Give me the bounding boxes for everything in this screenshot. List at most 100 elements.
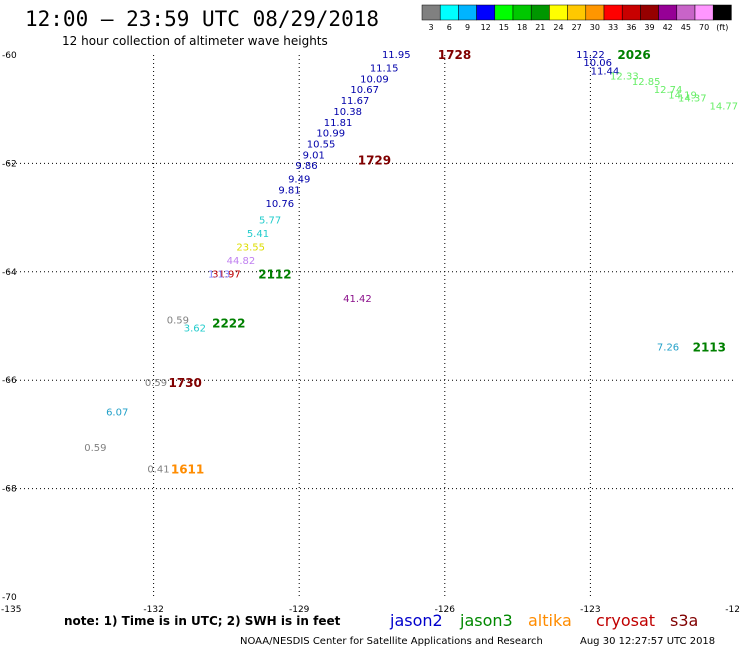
- legend-swatch: [694, 4, 714, 21]
- pass-time-label: 2222: [212, 316, 245, 330]
- legend-swatch: [439, 4, 459, 21]
- wave-height-label: 14.37: [678, 93, 707, 104]
- legend-swatch: [549, 4, 568, 21]
- pass-time-label: 1728: [438, 48, 471, 62]
- legend-swatch: [621, 4, 641, 21]
- legend-label: 27: [572, 23, 582, 32]
- wave-height-label: 10.38: [333, 107, 362, 118]
- legend-label: 15: [499, 23, 509, 32]
- legend-swatch: [712, 4, 732, 21]
- satellite-name: jason3: [459, 611, 513, 630]
- wave-height-label: 11.95: [382, 50, 411, 61]
- y-tick-label: -60: [2, 51, 17, 61]
- wave-height-label: 44.82: [227, 256, 256, 267]
- y-tick-label: -70: [2, 593, 17, 603]
- pass-time-label: 2112: [258, 268, 291, 282]
- x-tick-label: -126: [435, 605, 456, 615]
- wave-height-label: 5.77: [259, 215, 281, 226]
- wave-height-label: 12.85: [632, 77, 661, 88]
- pass-time-label: 1730: [168, 376, 201, 390]
- footer-credit: NOAA/NESDIS Center for Satellite Applica…: [240, 636, 543, 647]
- wave-height-label: 11.22: [576, 50, 605, 61]
- legend-label: 3: [429, 23, 434, 32]
- legend-label: (ft): [716, 23, 728, 32]
- legend-swatch: [658, 4, 678, 21]
- legend-swatch: [458, 4, 477, 21]
- y-tick-label: -66: [2, 376, 17, 386]
- legend-swatch: [567, 4, 587, 21]
- pass-time-label: 1729: [358, 154, 391, 168]
- wave-height-label: 0.59: [84, 443, 106, 454]
- legend-label: 39: [644, 23, 654, 32]
- wave-height-label: 9.01: [303, 150, 325, 161]
- wave-height-label: 0.41: [147, 465, 169, 476]
- footer-timestamp: Aug 30 12:27:57 UTC 2018: [580, 636, 715, 647]
- legend-swatch: [676, 4, 696, 21]
- satellite-name: cryosat: [596, 611, 655, 630]
- x-tick-label: -12: [725, 605, 740, 615]
- footer-note: note: 1) Time is in UTC; 2) SWH is in fe…: [64, 614, 341, 628]
- axes: -135 -132 -129 -126 -123 -12 -60 -62 -64 -66 -68 -7…: [1, 51, 740, 615]
- data-points: 11.95 11.1510.0910.6711.6710.3811.8110.99…: [84, 50, 739, 476]
- pass-time-label: 2026: [617, 48, 650, 62]
- legend-label: 30: [590, 23, 600, 32]
- legend-label: 33: [608, 23, 618, 32]
- wave-height-label: 12.33: [610, 72, 639, 83]
- y-tick-label: -62: [2, 159, 17, 169]
- satellite-name: jason2: [389, 611, 443, 630]
- wave-height-label: 11.81: [324, 118, 353, 129]
- wave-height-label: 10.55: [307, 139, 336, 150]
- satellite-name: altika: [528, 611, 572, 630]
- wave-height-label: 9.81: [278, 186, 300, 197]
- satellite-name: s3a: [670, 611, 698, 630]
- color-legend: 3 6 9 12 15 18 21 24 27 30 33 36 39 42 45 70 (ft): [421, 4, 732, 32]
- legend-label: 36: [626, 23, 636, 32]
- legend-label: 6: [447, 23, 452, 32]
- legend-swatch: [476, 4, 496, 21]
- legend-swatch: [512, 4, 532, 21]
- legend-swatch: [640, 4, 659, 21]
- wave-height-label: 41.42: [343, 294, 372, 305]
- wave-height-label: 10.67: [350, 85, 379, 96]
- legend-swatch: [530, 4, 550, 21]
- wave-height-label: 0.59: [145, 378, 167, 389]
- legend-swatch: [421, 4, 441, 21]
- x-tick-label: -129: [289, 605, 310, 615]
- wave-height-label: 14.77: [710, 101, 739, 112]
- wave-height-label: 11.67: [341, 96, 370, 107]
- satellite-legend: jason2 jason3 altika cryosat s3a: [389, 611, 698, 630]
- legend-label: 70: [699, 23, 709, 32]
- legend-label: 42: [663, 23, 673, 32]
- wave-height-label: 14.19: [668, 91, 697, 102]
- wave-height-label: 9.86: [295, 161, 317, 172]
- wave-height-label: 1.13: [208, 270, 230, 281]
- wave-height-label: 7.26: [657, 343, 679, 354]
- legend-label: 12: [481, 23, 491, 32]
- wave-height-label: 11.15: [370, 64, 399, 75]
- wave-height-label: 6.07: [106, 408, 128, 419]
- wave-height-label: 10.76: [265, 199, 294, 210]
- y-tick-label: -64: [2, 268, 17, 278]
- wave-height-label: 5.41: [247, 229, 269, 240]
- wave-height-label: 11.44: [591, 66, 620, 77]
- legend-label: 9: [465, 23, 470, 32]
- x-tick-label: -132: [143, 605, 163, 615]
- wave-height-label: 9.49: [288, 175, 310, 186]
- wave-height-label: 10.99: [316, 129, 345, 140]
- y-tick-label: -68: [2, 485, 17, 495]
- legend-label: 24: [553, 23, 563, 32]
- wave-height-label: 23.55: [236, 242, 265, 253]
- legend-swatch: [603, 4, 623, 21]
- legend-label: 21: [535, 23, 545, 32]
- x-tick-label: -135: [1, 605, 21, 615]
- chart-title: 12:00 — 23:59 UTC 08/29/2018: [25, 7, 379, 31]
- time-labels: 1728 1729 2026 2112 2222 1730 2113 1611: [168, 48, 726, 477]
- legend-swatch: [494, 4, 514, 21]
- pass-time-label: 2113: [693, 341, 726, 355]
- chart-subtitle: 12 hour collection of altimeter wave hei…: [62, 34, 328, 48]
- x-tick-label: -123: [580, 605, 600, 615]
- grid-lines: [8, 55, 736, 597]
- wave-height-label: 31.97: [212, 270, 241, 281]
- pass-time-label: 1611: [171, 463, 204, 477]
